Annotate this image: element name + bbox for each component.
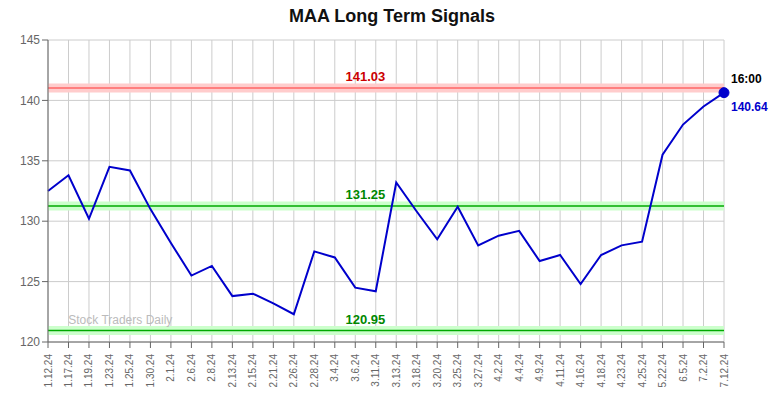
svg-text:2.26.24: 2.26.24 (288, 354, 299, 388)
svg-text:2.13.24: 2.13.24 (227, 354, 238, 388)
svg-text:4.11.24: 4.11.24 (555, 354, 566, 387)
svg-text:3.25.24: 3.25.24 (452, 354, 463, 388)
svg-text:1.19.24: 1.19.24 (83, 354, 94, 388)
svg-text:4.16.24: 4.16.24 (575, 354, 586, 388)
svg-text:1.30.24: 1.30.24 (145, 354, 156, 388)
svg-text:4.9.24: 4.9.24 (534, 354, 545, 382)
svg-text:3.11.24: 3.11.24 (370, 354, 381, 387)
svg-text:140: 140 (20, 94, 40, 108)
svg-text:1.17.24: 1.17.24 (63, 354, 74, 388)
svg-text:2.6.24: 2.6.24 (186, 354, 197, 382)
html-text:MAA Long Term Signals: MAA Long Term Signals (289, 6, 495, 26)
svg-text:131.25: 131.25 (345, 187, 385, 202)
svg-text:1.23.24: 1.23.24 (104, 354, 115, 388)
svg-text:1.12.24: 1.12.24 (43, 354, 54, 388)
svg-text:3.6.24: 3.6.24 (350, 354, 361, 382)
svg-text:4.4.24: 4.4.24 (514, 354, 525, 382)
svg-text:4.2.24: 4.2.24 (493, 354, 504, 382)
svg-text:2.15.24: 2.15.24 (247, 354, 258, 388)
svg-text:2.1.24: 2.1.24 (165, 354, 176, 382)
svg-text:2.28.24: 2.28.24 (309, 354, 320, 388)
svg-text:140.64: 140.64 (731, 100, 768, 114)
svg-text:7.12.24: 7.12.24 (719, 354, 730, 388)
svg-text:3.4.24: 3.4.24 (329, 354, 340, 382)
svg-text:3.20.24: 3.20.24 (432, 354, 443, 388)
svg-text:120: 120 (20, 335, 40, 349)
svg-text:4.25.24: 4.25.24 (637, 354, 648, 388)
svg-text:145: 145 (20, 33, 40, 47)
svg-text:141.03: 141.03 (345, 69, 385, 84)
svg-text:4.23.24: 4.23.24 (616, 354, 627, 388)
svg-text:3.13.24: 3.13.24 (391, 354, 402, 388)
svg-text:3.27.24: 3.27.24 (473, 354, 484, 388)
svg-text:6.5.24: 6.5.24 (678, 354, 689, 382)
svg-text:Stock Traders Daily: Stock Traders Daily (68, 313, 172, 327)
svg-text:1.25.24: 1.25.24 (124, 354, 135, 388)
svg-text:135: 135 (20, 154, 40, 168)
svg-text:16:00: 16:00 (731, 72, 762, 86)
svg-text:4.18.24: 4.18.24 (596, 354, 607, 388)
svg-text:120.95: 120.95 (345, 312, 385, 327)
svg-text:5.22.24: 5.22.24 (657, 354, 668, 388)
svg-text:2.8.24: 2.8.24 (206, 354, 217, 382)
svg-text:3.18.24: 3.18.24 (411, 354, 422, 388)
svg-text:2.21.24: 2.21.24 (268, 354, 279, 388)
svg-text:7.2.24: 7.2.24 (698, 354, 709, 382)
svg-text:125: 125 (20, 275, 40, 289)
svg-text:130: 130 (20, 214, 40, 228)
